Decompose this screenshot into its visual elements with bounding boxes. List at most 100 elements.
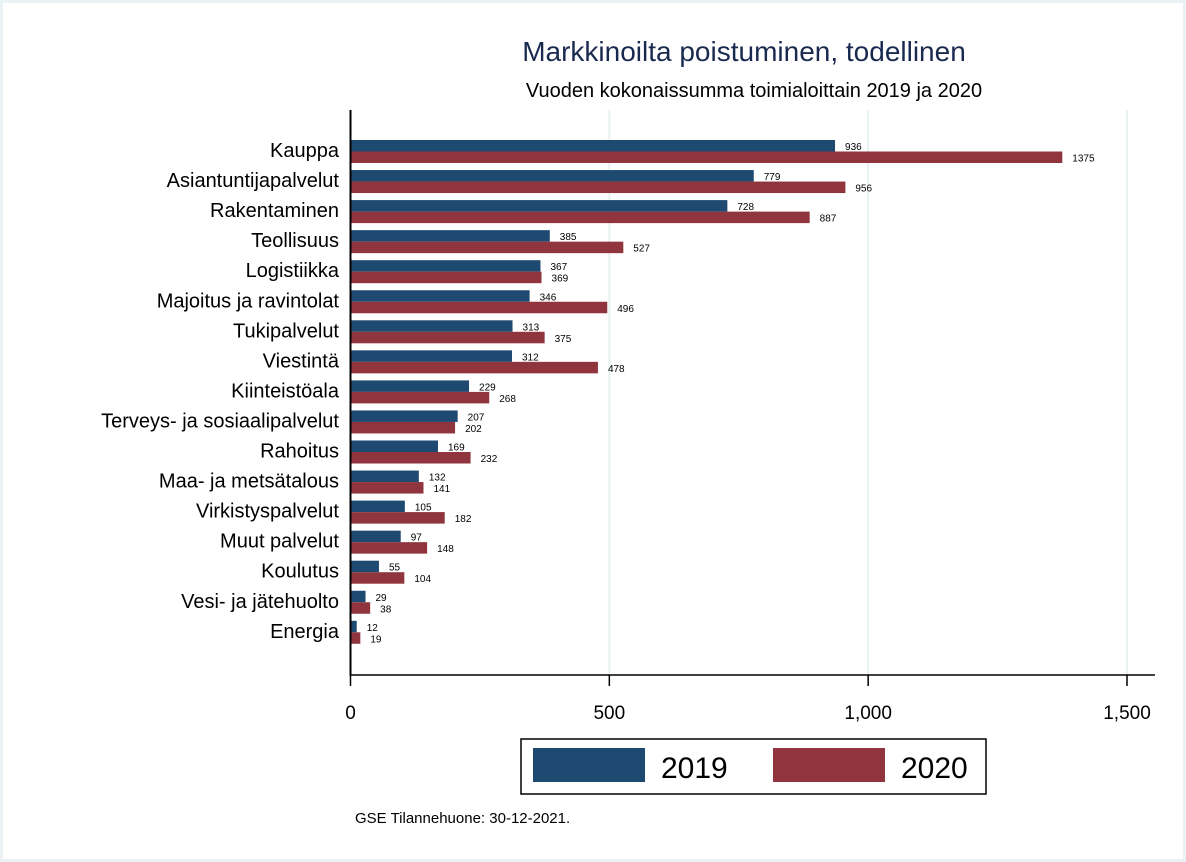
bar-2019 <box>350 140 836 152</box>
category-label: Asiantuntijapalvelut <box>167 170 340 192</box>
bar-2020 <box>350 542 428 554</box>
category-label: Rakentaminen <box>210 200 339 222</box>
bar-2020 <box>350 361 598 374</box>
bar-2020 <box>350 482 424 494</box>
chart-frame: Markkinoilta poistuminen, todellinen Vuo… <box>3 3 1183 859</box>
bar-2020 <box>350 572 405 584</box>
bar-value-label-2019: 229 <box>479 382 496 393</box>
x-tick-label: 1,500 <box>1103 703 1151 724</box>
bar-value-label-2019: 12 <box>367 623 379 634</box>
bar-value-label-2020: 478 <box>608 364 625 375</box>
bar-2019 <box>350 590 366 603</box>
bar-value-label-2019: 367 <box>550 262 567 273</box>
bar-value-label-2019: 312 <box>522 352 539 363</box>
bar-2020 <box>350 632 361 644</box>
legend-swatch-2020 <box>773 748 885 782</box>
bar-2019 <box>350 260 541 272</box>
category-label: Terveys- ja sosiaalipalvelut <box>101 410 339 432</box>
bar-2019 <box>350 560 379 573</box>
category-label: Muut palvelut <box>220 531 339 553</box>
bar-value-label-2020: 268 <box>499 394 516 405</box>
bar-value-label-2019: 313 <box>523 322 540 333</box>
bar-value-label-2019: 207 <box>468 412 485 423</box>
bar-2020 <box>350 211 810 224</box>
bar-value-label-2019: 169 <box>448 443 465 454</box>
legend-swatch-2019 <box>533 748 645 782</box>
bar-2019 <box>350 230 550 242</box>
category-label: Virkistyspalvelut <box>196 501 339 523</box>
bar-2019 <box>350 320 513 332</box>
bar-value-label-2020: 1375 <box>1072 154 1095 165</box>
legend: 2019 2020 <box>520 738 987 795</box>
bar-2019 <box>350 620 357 633</box>
bar-2019 <box>350 440 438 452</box>
bar-value-label-2019: 385 <box>560 232 577 243</box>
bar-value-label-2020: 956 <box>855 184 872 195</box>
bar-value-label-2019: 728 <box>737 202 754 213</box>
bar-2020 <box>350 241 624 254</box>
category-label: Koulutus <box>261 561 339 583</box>
category-label: Majoitus ja ravintolat <box>157 290 340 312</box>
bar-value-label-2020: 887 <box>820 214 837 225</box>
bar-value-label-2019: 936 <box>845 142 862 153</box>
category-label: Kauppa <box>270 140 340 162</box>
bar-value-label-2020: 104 <box>414 574 431 585</box>
bar-2019 <box>350 350 513 362</box>
category-label: Energia <box>270 621 340 643</box>
bar-value-label-2019: 779 <box>764 172 781 183</box>
bar-2020 <box>350 512 445 524</box>
bar-value-label-2020: 496 <box>617 304 634 315</box>
gridlines <box>608 110 1128 675</box>
bar-2020 <box>350 301 608 314</box>
bar-2019 <box>350 200 728 212</box>
category-label: Logistiikka <box>246 260 340 282</box>
bar-2020 <box>350 331 545 344</box>
bar-value-label-2019: 132 <box>429 473 446 484</box>
bar-value-label-2019: 346 <box>540 292 557 303</box>
category-label: Viestintä <box>263 350 340 372</box>
category-label: Tukipalvelut <box>233 320 339 342</box>
bar-value-label-2020: 202 <box>465 424 482 435</box>
bar-value-label-2020: 182 <box>455 514 472 525</box>
bar-2020 <box>350 452 471 464</box>
bar-value-label-2020: 141 <box>433 484 450 495</box>
category-label: Kiinteistöala <box>231 380 340 402</box>
bar-2020 <box>350 151 1063 163</box>
bar-2019 <box>350 290 530 302</box>
bar-value-label-2020: 148 <box>437 544 454 555</box>
bar-2019 <box>350 530 401 543</box>
category-label: Maa- ja metsätalous <box>159 471 339 493</box>
bar-chart: Markkinoilta poistuminen, todellinen Vuo… <box>101 36 1155 827</box>
category-label: Rahoitus <box>260 441 339 463</box>
source-note: GSE Tilannehuone: 30-12-2021. <box>355 810 570 827</box>
x-axis: 0 500 1,000 1,500 <box>345 110 1155 724</box>
bar-2020 <box>350 391 490 404</box>
bar-value-label-2020: 369 <box>552 274 569 285</box>
chart-subtitle: Vuoden kokonaissumma toimialoittain 2019… <box>526 80 982 102</box>
chart-title: Markkinoilta poistuminen, todellinen <box>522 36 966 67</box>
bar-2019 <box>350 500 405 513</box>
bar-value-label-2020: 38 <box>380 604 392 615</box>
bar-value-label-2019: 97 <box>411 533 423 544</box>
bar-2020 <box>350 181 846 194</box>
category-label: Teollisuus <box>251 230 339 252</box>
legend-label-2020: 2020 <box>901 752 968 785</box>
bar-value-label-2020: 375 <box>555 334 572 345</box>
bar-value-label-2020: 19 <box>370 634 382 645</box>
x-tick-label: 0 <box>345 703 356 724</box>
bar-value-label-2019: 29 <box>376 593 388 604</box>
category-label: Vesi- ja jätehuolto <box>181 591 339 613</box>
legend-label-2019: 2019 <box>661 752 728 785</box>
category-labels: Kauppa Asiantuntijapalvelut Rakentaminen Te… <box>101 140 340 643</box>
bar-value-label-2020: 232 <box>481 454 498 465</box>
bar-2019 <box>350 380 470 392</box>
bar-value-label-2019: 105 <box>415 503 432 514</box>
bar-value-label-2019: 55 <box>389 563 401 574</box>
bar-2020 <box>350 602 371 614</box>
bar-2020 <box>350 271 542 284</box>
x-tick-label: 500 <box>593 703 625 724</box>
bar-value-label-2020: 527 <box>633 244 650 255</box>
bar-2020 <box>350 421 456 434</box>
x-tick-label: 1,000 <box>844 703 892 724</box>
